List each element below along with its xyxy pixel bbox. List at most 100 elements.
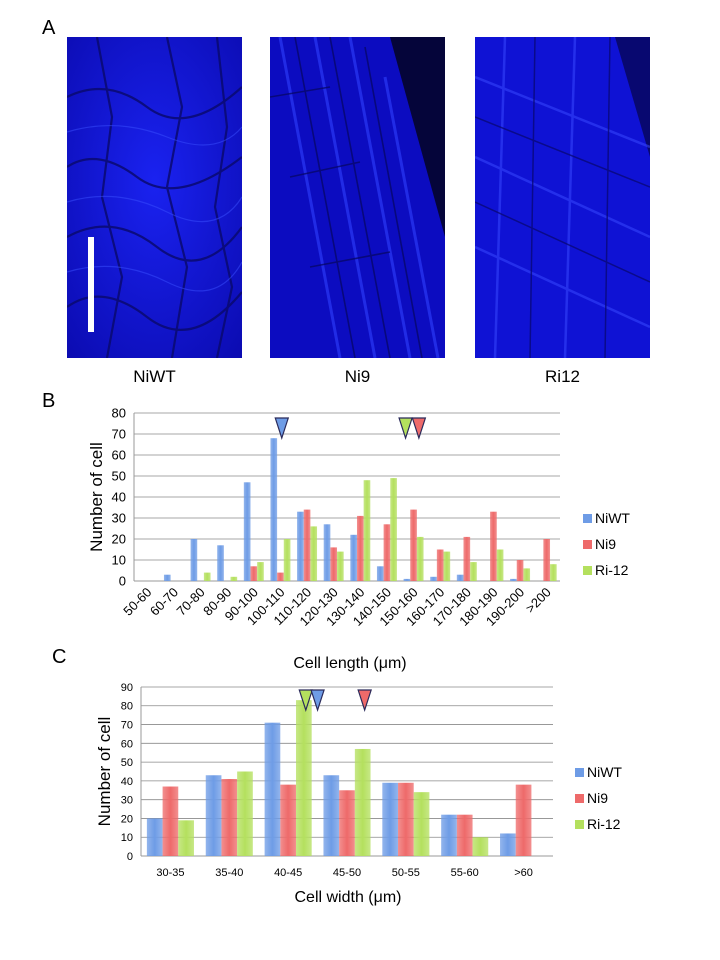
panel-letter-b: B [42,390,56,412]
c-bar-niwt-35-40 [205,775,222,856]
c-bar-ni9-35-40 [221,779,238,856]
b-xtick-label: 60-70 [147,585,181,619]
c-bar-ni9-50-55 [398,782,414,856]
b-bar-ni9-130-140 [356,515,364,581]
c-mean-marker-ri-12 [298,689,314,712]
b-bar-ri-12-180-190 [496,549,504,581]
micrograph-label-niwt: NiWT [133,367,176,386]
b-bar-niwt-60-70 [163,574,171,581]
c-bar-ri-12-30-35 [178,820,194,856]
b-bar-ni9-100-110 [277,572,284,581]
b-bar-ni9-120-130 [330,547,338,581]
c-ytick-label: 20 [121,813,133,825]
b-bar-ri-12-80-90 [230,576,238,581]
b-ytick-label: 30 [112,511,126,526]
b-bar-ri-12-90-100 [257,562,264,581]
c-bar-ri-12-50-55 [413,792,430,856]
b-bar-niwt-120-130 [323,524,331,581]
c-ytick-label: 30 [121,795,133,807]
c-bar-niwt-50-55 [382,782,399,856]
c-legend-label-niwt: NiWT [587,764,622,780]
b-ytick-label: 60 [112,448,126,463]
b-bar-niwt-160-170 [430,576,437,581]
b-bar-niwt-110-120 [297,511,304,581]
micrograph-label-ni9: Ni9 [344,367,371,386]
b-bar-niwt-150-160 [403,578,411,581]
c-bar-ri-12-35-40 [237,771,253,856]
b-xtick-label: 70-80 [174,585,208,619]
b-ytick-label: 70 [112,427,126,442]
b-legend-swatch-ni9 [583,540,592,549]
b-y-axis-title: Number of cell [87,442,106,552]
b-ytick-label: 0 [119,574,126,589]
b-bar-niwt-80-90 [217,545,224,581]
c-xtick-label: 30-35 [156,867,184,879]
c-bar-ri-12-45-50 [354,748,371,856]
c-bar-niwt-40-45 [264,722,281,856]
cell-width-histogram: 0 10 20 30 40 50 60 70 80 90 30-35 35-40 40-45 45-50 5… [95,682,622,906]
b-mean-marker-niwt [274,417,290,440]
c-xtick-label: 35-40 [215,867,243,879]
b-bar-ri-12-100-110 [283,539,291,581]
b-bar-ni9-160-170 [436,549,444,581]
panel-letter-c: C [52,646,67,668]
b-xtick-label: >200 [522,585,553,616]
b-bar-niwt-130-140 [350,534,357,581]
b-bar-ri-12-70-80 [203,572,211,581]
c-bar-ri-12-40-45 [295,700,312,856]
b-legend-label-ni9: Ni9 [595,536,616,552]
panel-letter-a: A [42,17,56,39]
b-bar-niwt-90-100 [243,482,251,581]
c-xtick-label: 50-55 [392,867,420,879]
c-legend-swatch-ni9 [575,794,584,803]
b-legend-swatch-niwt [583,514,592,523]
c-ytick-label: 60 [121,738,133,750]
b-bar-ri-12-150-160 [416,536,424,581]
b-bar-niwt-70-80 [190,539,198,581]
c-bar-ni9-30-35 [162,786,179,856]
b-bar-ni9-140-150 [383,524,391,581]
cell-length-histogram: 0102030405060708050-6060-7070-8080-9090-… [87,406,630,672]
b-bar-ri-12-130-140 [363,480,371,581]
c-bar-niwt-55-60 [441,814,457,856]
b-mean-marker-ri-12 [398,417,413,440]
b-legend-label-ri-12: Ri-12 [595,562,629,578]
b-bar-niwt-140-150 [376,566,384,581]
b-mean-marker-ni9 [411,417,427,440]
c-ytick-label: 10 [121,832,133,844]
c-bar-ni9-60 [515,784,532,856]
c-bar-niwt-60 [500,833,516,856]
b-bar-niwt-100-110 [270,438,278,581]
c-mean-marker-niwt [310,689,325,712]
b-ytick-label: 10 [112,553,126,568]
b-bar-ni9-170-180 [463,536,471,581]
b-bar-ri-12-200 [550,564,557,581]
b-bar-ri-12-170-180 [470,562,477,581]
b-legend-label-niwt: NiWT [595,510,630,526]
c-bar-niwt-30-35 [146,818,163,856]
b-bar-ri-12-140-150 [390,478,397,581]
c-ytick-label: 80 [121,701,133,713]
c-bar-ni9-55-60 [456,814,473,856]
c-ytick-label: 70 [121,720,133,732]
c-xtick-label: 55-60 [451,867,479,879]
c-xtick-label: 45-50 [333,867,361,879]
c-legend-label-ni9: Ni9 [587,790,608,806]
c-legend-swatch-ri-12 [575,820,584,829]
c-xtick-label: 40-45 [274,867,302,879]
micrograph-label-ri12: Ri12 [545,367,580,386]
b-bar-ri-12-160-170 [443,551,451,581]
micrograph-ri12 [475,37,650,358]
b-ytick-label: 20 [112,532,126,547]
c-ytick-label: 0 [127,851,133,863]
micrograph-ni9 [270,37,445,358]
c-ytick-label: 90 [121,682,133,694]
b-bar-ni9-200 [543,539,551,581]
b-ytick-label: 80 [112,406,126,421]
micrograph-niwt [67,37,242,358]
c-bar-ni9-40-45 [280,784,296,856]
c-ytick-label: 40 [121,776,133,788]
c-y-axis-title: Number of cell [95,717,114,827]
c-legend-swatch-niwt [575,768,584,777]
c-mean-marker-ni9 [357,689,372,712]
